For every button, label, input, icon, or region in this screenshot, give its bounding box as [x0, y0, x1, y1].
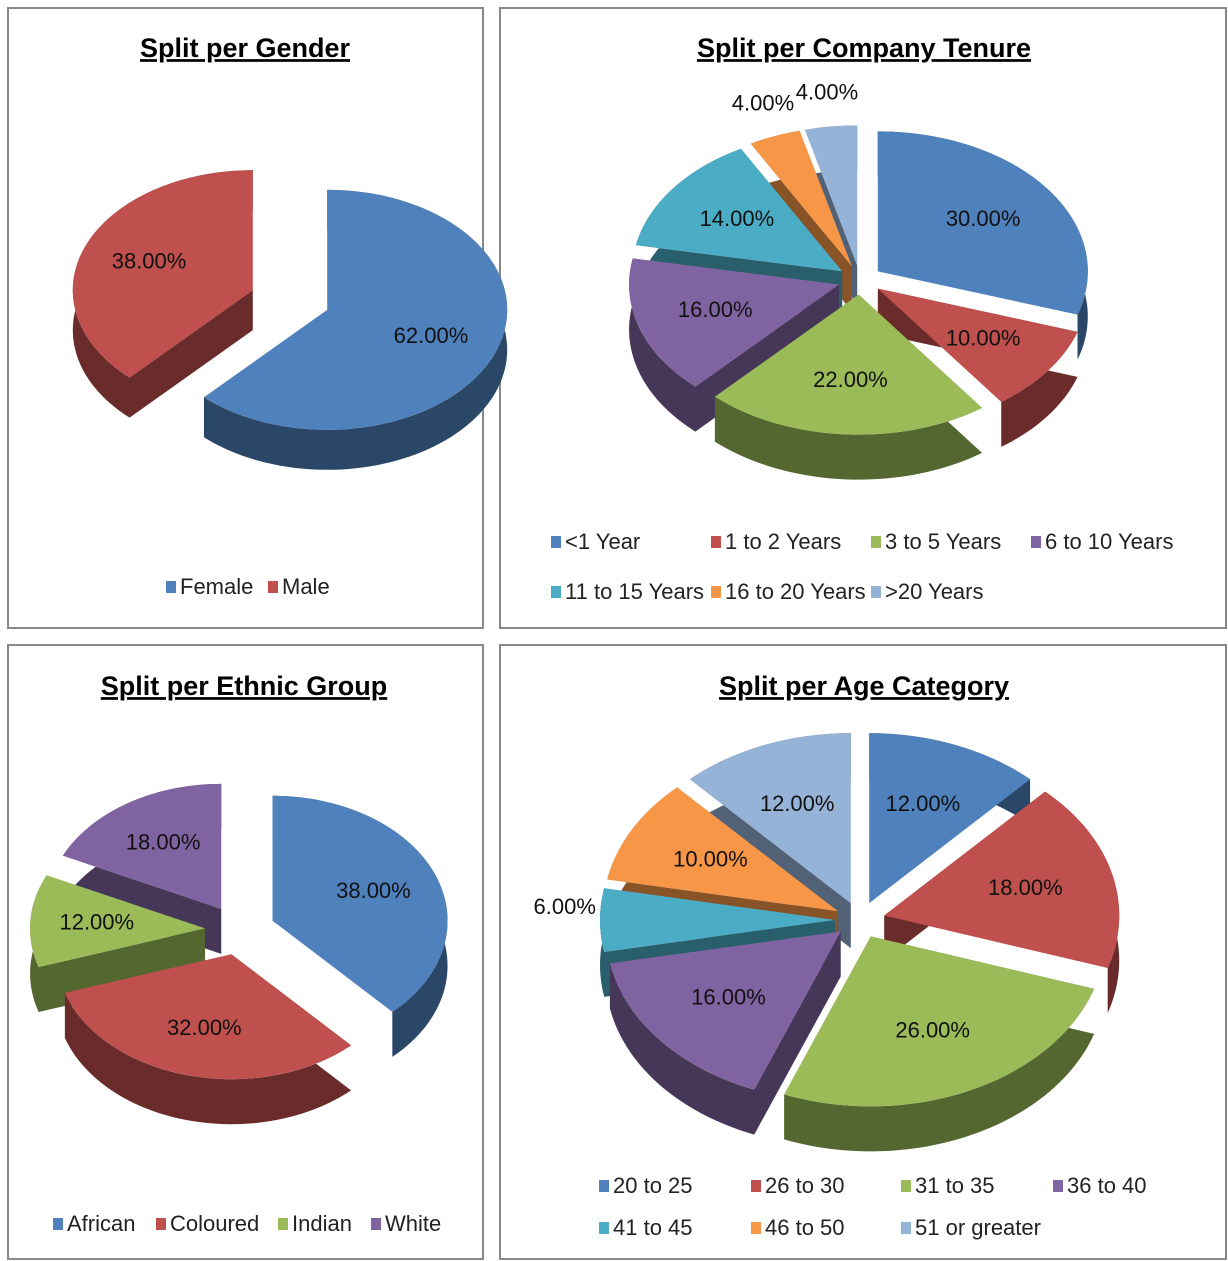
legend-swatch: [871, 536, 881, 548]
legend-label: Male: [282, 574, 330, 599]
data-label: 12.00%: [886, 791, 961, 816]
chart-title: Split per Ethnic Group: [101, 671, 388, 701]
legend-label: 46 to 50: [765, 1215, 845, 1240]
slice: [884, 791, 1120, 969]
slice: [64, 954, 352, 1080]
legend-swatch: [1053, 1180, 1063, 1192]
legend-swatch: [751, 1222, 761, 1234]
slice: [877, 131, 1088, 315]
legend-label: 11 to 15 Years: [565, 579, 704, 604]
legend-label: 3 to 5 Years: [885, 529, 1001, 554]
slice: [62, 783, 222, 909]
legend-swatch: [268, 581, 278, 593]
slice: [72, 170, 253, 378]
data-label: 10.00%: [673, 846, 748, 871]
slice-side: [609, 931, 841, 1135]
data-label: 4.00%: [732, 90, 794, 115]
legend-swatch: [751, 1180, 761, 1192]
legend-label: Coloured: [170, 1211, 259, 1236]
slice: [272, 795, 448, 1012]
data-label: 14.00%: [700, 206, 775, 231]
legend-swatch: [551, 536, 561, 548]
slice-side: [714, 294, 983, 480]
slice: [784, 936, 1095, 1107]
legend-swatch: [1031, 536, 1041, 548]
legend-label: 6 to 10 Years: [1045, 529, 1173, 554]
legend-swatch: [156, 1218, 166, 1230]
data-label: 62.00%: [394, 323, 469, 348]
slice: [30, 875, 206, 968]
legend-label: 16 to 20 Years: [725, 579, 866, 604]
legend-swatch: [711, 536, 721, 548]
data-label: 30.00%: [946, 206, 1021, 231]
legend-label: <1 Year: [565, 529, 640, 554]
slice: [805, 125, 858, 266]
legend-label: 51 or greater: [915, 1215, 1041, 1240]
slice: [600, 888, 835, 952]
data-label: 4.00%: [796, 80, 858, 105]
legend-swatch: [166, 581, 176, 593]
data-label: 16.00%: [691, 985, 766, 1010]
legend-swatch: [599, 1222, 609, 1234]
slice: [877, 288, 1078, 402]
data-label: 26.00%: [895, 1018, 970, 1043]
legend-label: >20 Years: [885, 579, 983, 604]
legend-label: 41 to 45: [613, 1215, 693, 1240]
legend-label: African: [67, 1211, 135, 1236]
legend-label: 36 to 40: [1067, 1173, 1147, 1198]
slice: [689, 733, 851, 904]
data-label: 38.00%: [336, 878, 411, 903]
slice: [629, 258, 840, 387]
slice: [714, 294, 983, 435]
data-label: 32.00%: [167, 1015, 242, 1040]
slice: [609, 931, 841, 1090]
slice: [607, 787, 839, 912]
legend-swatch: [901, 1180, 911, 1192]
slice: [635, 148, 843, 272]
data-label: 12.00%: [59, 909, 134, 934]
chart-title: Split per Gender: [140, 33, 351, 63]
legend-label: 31 to 35: [915, 1173, 995, 1198]
slice-side: [629, 258, 840, 432]
data-label: 22.00%: [813, 367, 888, 392]
legend-label: White: [385, 1211, 441, 1236]
data-label: 18.00%: [988, 875, 1063, 900]
legend-label: 1 to 2 Years: [725, 529, 841, 554]
legend-swatch: [599, 1180, 609, 1192]
slice: [869, 733, 1031, 904]
data-label: 6.00%: [534, 894, 596, 919]
legend-swatch: [871, 586, 881, 598]
legend-swatch: [901, 1222, 911, 1234]
legend-swatch: [551, 586, 561, 598]
chart-title: Split per Company Tenure: [697, 33, 1031, 63]
data-label: 18.00%: [126, 829, 201, 854]
data-label: 38.00%: [112, 249, 187, 274]
legend-label: 20 to 25: [613, 1173, 693, 1198]
slice: [203, 189, 508, 430]
legend-swatch: [278, 1218, 288, 1230]
legend-swatch: [53, 1218, 63, 1230]
legend-swatch: [711, 586, 721, 598]
legend-label: Female: [180, 574, 253, 599]
chart-title: Split per Age Category: [719, 671, 1009, 701]
data-label: 12.00%: [760, 791, 835, 816]
legend-swatch: [371, 1218, 381, 1230]
slice-side: [203, 189, 508, 470]
legend-label: 26 to 30: [765, 1173, 845, 1198]
slice: [750, 130, 852, 267]
data-label: 10.00%: [946, 325, 1021, 350]
legend-label: Indian: [292, 1211, 352, 1236]
data-label: 16.00%: [678, 297, 753, 322]
